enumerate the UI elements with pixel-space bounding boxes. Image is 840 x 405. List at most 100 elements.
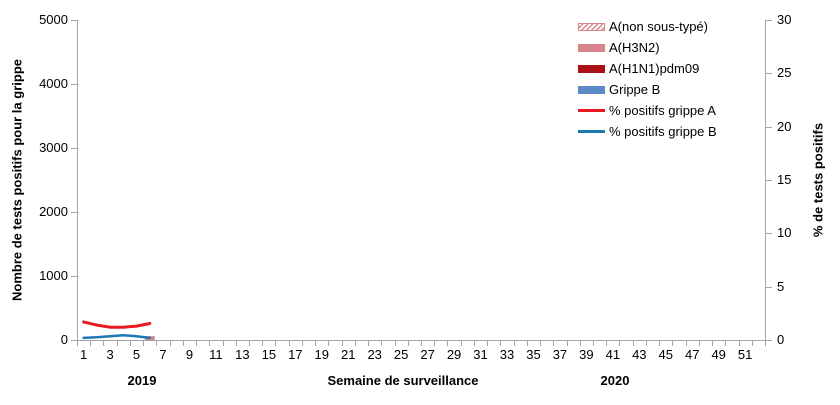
week-tick-label: 29 <box>446 347 462 362</box>
week-tick <box>685 341 687 346</box>
week-tick <box>447 341 449 346</box>
week-tick-label: 41 <box>605 347 621 362</box>
legend-line-swatch <box>578 109 605 112</box>
week-tick <box>421 341 422 346</box>
week-tick-label: 37 <box>552 347 568 362</box>
week-tick <box>632 341 634 346</box>
week-tick <box>765 341 766 346</box>
right-axis-tick <box>766 126 772 128</box>
right-axis-tick-label: 0 <box>777 332 785 347</box>
week-tick <box>116 341 118 346</box>
legend-line-swatch <box>578 130 605 133</box>
week-tick <box>434 341 436 346</box>
left-axis-tick-label: 1000 <box>39 268 68 283</box>
week-tick-label: 35 <box>526 347 541 362</box>
left-axis-tick <box>71 148 77 149</box>
week-tick <box>196 341 198 346</box>
left-axis-title: Nombre de tests positifs pour la grippe <box>9 59 25 301</box>
week-tick-label: 19 <box>314 347 329 362</box>
right-axis-tick <box>766 233 772 235</box>
week-tick <box>368 341 370 346</box>
week-tick-label: 47 <box>684 347 700 362</box>
left-axis-tick-label: 3000 <box>39 140 68 155</box>
legend-item: A(non sous-typé) <box>578 16 717 37</box>
week-tick <box>606 341 608 346</box>
week-tick <box>619 341 621 346</box>
chart-legend: A(non sous-typé) A(H3N2) A(H1N1)pdm09 Gripp… <box>578 16 717 142</box>
week-tick <box>222 341 224 346</box>
legend-label: Grippe B <box>609 82 661 97</box>
right-axis-tick-label: 5 <box>777 278 785 294</box>
week-tick <box>129 341 131 346</box>
week-tick <box>698 341 700 346</box>
right-axis-tick-label: 25 <box>777 65 792 81</box>
bottom-axis-line <box>77 340 766 341</box>
week-tick <box>169 341 171 346</box>
week-tick <box>90 341 92 346</box>
week-tick <box>209 341 211 346</box>
left-axis-tick-label: 5000 <box>39 12 68 27</box>
week-tick <box>566 341 568 346</box>
legend-solid-swatch <box>578 64 605 73</box>
left-axis-tick <box>71 20 77 21</box>
left-axis-tick <box>71 212 77 213</box>
week-tick-label: 51 <box>737 347 753 362</box>
week-tick <box>487 341 489 346</box>
week-tick <box>354 341 356 346</box>
week-tick <box>328 341 330 346</box>
week-tick <box>381 341 383 346</box>
week-tick-label: 7 <box>159 347 167 362</box>
legend-solid-swatch <box>578 85 605 94</box>
week-tick <box>712 341 714 346</box>
week-tick-label: 13 <box>235 347 250 362</box>
right-axis-tick-label: 10 <box>777 225 792 241</box>
legend-label: % positifs grippe B <box>609 124 717 139</box>
week-tick <box>103 341 105 346</box>
right-axis-tick <box>766 180 772 181</box>
left-axis-tick <box>71 276 77 277</box>
right-axis-line <box>765 20 766 341</box>
left-axis-tick-label: 4000 <box>39 76 68 91</box>
week-tick <box>672 341 674 346</box>
week-tick <box>540 341 542 346</box>
legend-label: A(H3N2) <box>609 40 660 55</box>
legend-item: Grippe B <box>578 79 717 100</box>
week-tick-label: 27 <box>420 347 435 362</box>
week-tick <box>460 341 462 346</box>
right-axis-tick <box>766 73 772 75</box>
left-axis-line <box>77 20 78 341</box>
year-start-label: 2019 <box>127 373 157 388</box>
week-tick <box>235 341 237 346</box>
week-tick-label: 5 <box>132 347 141 362</box>
week-tick <box>738 341 740 346</box>
legend-solid-swatch <box>578 43 605 52</box>
legend-item: % positifs grippe A <box>578 100 717 121</box>
right-axis-tick <box>766 20 772 21</box>
right-axis-tick <box>766 340 772 341</box>
week-tick-label: 43 <box>632 347 647 362</box>
right-axis-tick-label: 20 <box>777 118 792 134</box>
week-tick-label: 33 <box>499 347 515 362</box>
left-axis-tick <box>71 340 77 341</box>
legend-label: % positifs grippe A <box>609 103 716 118</box>
line-% positifs grippe A <box>82 320 152 329</box>
week-tick <box>513 341 515 346</box>
week-tick <box>725 341 727 346</box>
week-tick <box>288 341 290 346</box>
week-tick <box>407 341 409 346</box>
right-axis-tick-label: 15 <box>777 172 792 187</box>
week-tick <box>77 341 78 346</box>
legend-item: A(H3N2) <box>578 37 717 58</box>
week-tick-label: 23 <box>367 347 382 362</box>
week-tick <box>249 341 250 346</box>
week-tick-label: 25 <box>393 347 409 362</box>
week-tick <box>262 341 264 346</box>
left-axis-tick-label: 2000 <box>39 204 68 219</box>
left-axis-tick <box>71 84 77 85</box>
week-tick-label: 39 <box>579 347 594 362</box>
week-tick <box>156 341 158 346</box>
week-tick <box>500 341 502 346</box>
week-tick <box>275 341 277 346</box>
line-% positifs grippe B <box>82 333 152 340</box>
